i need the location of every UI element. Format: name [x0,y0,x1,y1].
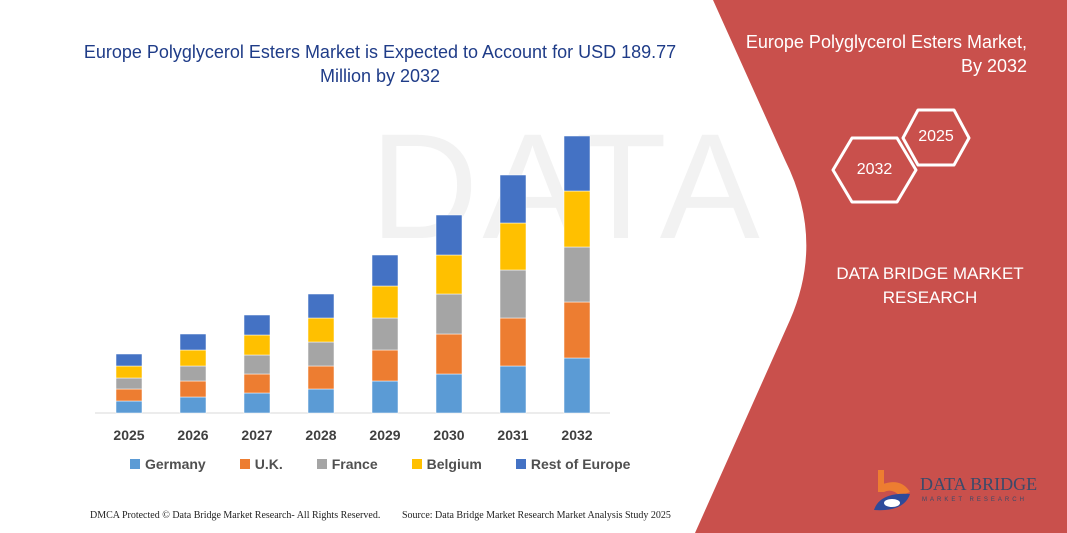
legend-swatch [411,459,422,469]
bar-2029-france [371,317,399,351]
legend-label: U.K. [254,456,283,472]
bar-2029-rest-of-europe [371,254,399,287]
bar-2027-rest-of-europe [243,314,271,336]
panel-title-line1: Europe Polyglycerol Esters Market, [745,32,1027,52]
brand-line2: RESEARCH [882,288,978,307]
bar-2027-france [243,354,271,375]
legend-swatch [316,459,327,469]
footer-source: Source: Data Bridge Market Research Mark… [402,510,671,521]
stacked-bar-chart: 2025 2026 2027 2028 2029 2030 2031 2032 [95,135,610,443]
x-tick-label: 2030 [433,427,464,443]
bar-2028-rest-of-europe [307,293,335,319]
bar-2032-u-k- [563,301,591,359]
bar-2032-belgium [563,190,591,248]
x-tick-label: 2029 [369,427,400,443]
x-tick-label: 2031 [497,427,528,443]
x-tick-label: 2025 [113,427,144,443]
hexagon-2025 [901,108,971,167]
bar-2025-belgium [115,365,143,379]
bar-2030-rest-of-europe [435,214,463,256]
hex-label-2032: 2032 [856,161,893,178]
bar-2029-belgium [371,285,399,319]
x-tick-label: 2028 [305,427,336,443]
bar-2026-belgium [179,349,207,367]
legend-swatch [515,459,526,469]
x-tick-label: 2027 [241,427,272,443]
brand-text: DATA BRIDGE MARKET RESEARCH [820,262,1040,310]
bar-2026-rest-of-europe [179,333,207,351]
hex-label-2025: 2025 [918,128,954,145]
footer-copyright: DMCA Protected © Data Bridge Market Rese… [90,510,381,521]
bar-2031-u-k- [499,317,527,367]
logo-text: DATA BRIDGE [920,474,1038,494]
x-tick-label: 2026 [177,427,208,443]
bar-2032-germany [563,357,591,414]
bar-2026-france [179,365,207,382]
bar-2028-u-k- [307,365,335,390]
bar-2028-germany [307,388,335,414]
bar-2031-france [499,269,527,319]
legend-item: France [316,456,378,472]
legend: Germany U.K. France Belgium Rest of Europe [130,456,664,472]
panel-title-line2: By 2032 [960,56,1027,76]
bar-2031-rest-of-europe [499,174,527,224]
bar-2025-france [115,377,143,390]
bar-2032-france [563,246,591,303]
bar-2027-germany [243,392,271,414]
bar-2026-germany [179,396,207,414]
bar-2025-u-k- [115,388,143,402]
panel-title: Europe Polyglycerol Esters Market, By 20… [707,30,1027,78]
data-bridge-logo-icon [874,470,910,511]
hexagon-2032 [831,136,918,204]
legend-label: Belgium [426,456,482,472]
bar-2027-u-k- [243,373,271,394]
bar-2030-france [435,293,463,335]
legend-swatch [130,459,140,469]
bar-2031-belgium [499,222,527,271]
legend-label: Germany [145,456,206,472]
legend-label: France [331,456,378,472]
bar-2025-germany [115,400,143,414]
bar-2030-u-k- [435,333,463,375]
bar-2026-u-k- [179,380,207,398]
brand-line1: DATA BRIDGE MARKET [836,264,1024,283]
legend-swatch [239,459,250,469]
legend-item: Rest of Europe [515,456,631,472]
legend-item: U.K. [239,456,283,472]
bar-2030-belgium [435,254,463,295]
legend-item: Germany [130,456,206,472]
bar-2029-germany [371,380,399,414]
legend-label: Rest of Europe [530,456,631,472]
bar-2031-germany [499,365,527,414]
bar-2030-germany [435,373,463,414]
bar-2028-france [307,341,335,367]
bar-2032-rest-of-europe [563,135,591,192]
legend-item: Belgium [411,456,482,472]
x-tick-label: 2032 [561,427,592,443]
bar-2025-rest-of-europe [115,353,143,367]
bar-2029-u-k- [371,349,399,382]
chart-title: Europe Polyglycerol Esters Market is Exp… [83,42,677,86]
bar-2027-belgium [243,334,271,356]
logo-subtext: MARKET RESEARCH [922,497,1027,503]
bar-2028-belgium [307,317,335,343]
